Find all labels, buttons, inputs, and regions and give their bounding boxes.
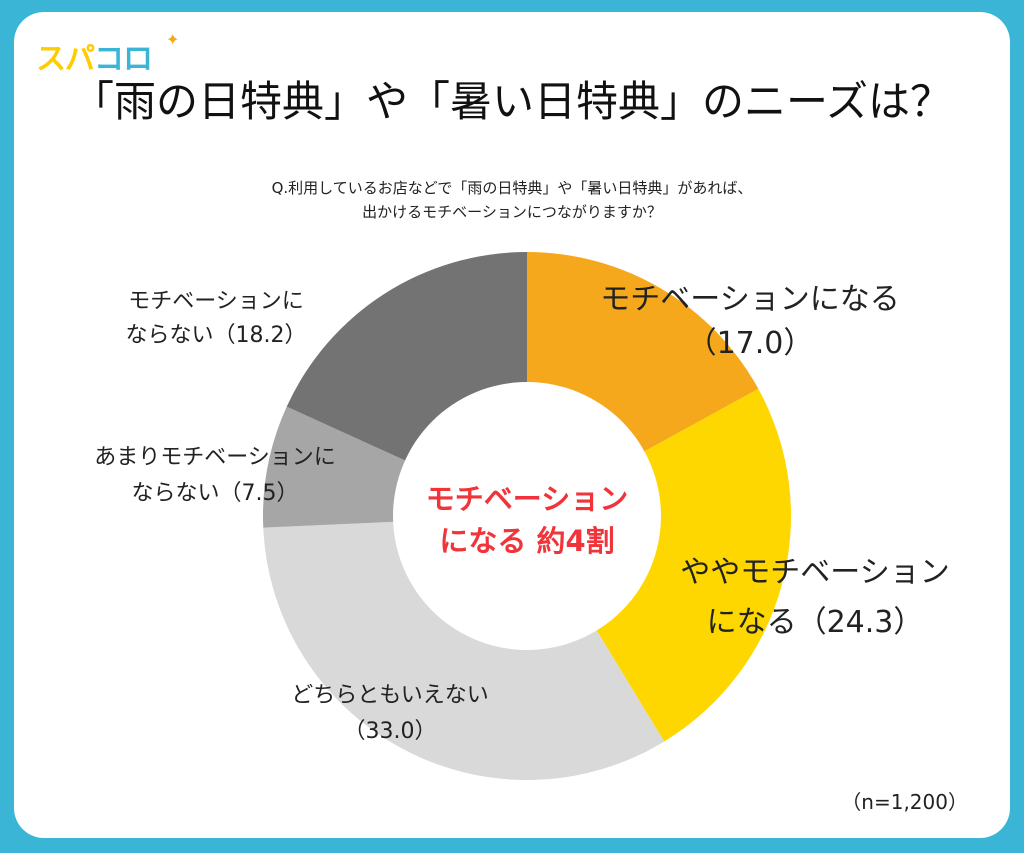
center-label: モチベーション になる 約4割	[425, 482, 629, 558]
logo-text-b: コロ	[94, 42, 153, 77]
question-text: Q.利用しているお店などで「雨の日特典」や「暑い日特典」があれば、 出かけるモチ…	[271, 179, 753, 221]
donut-hole	[393, 382, 661, 650]
page-title: 「雨の日特典」や「暑い日特典」のニーズは？	[72, 77, 952, 126]
slice-label-4: モチベーションに ならない（18.2）	[125, 289, 307, 348]
slice-1	[527, 388, 791, 742]
slice-label-2: どちらともいえない （33.0）	[291, 683, 489, 744]
logo-text-a: スパ	[36, 42, 95, 77]
sample-size: （n=1,200）	[841, 790, 968, 814]
sparkle-icon: ✦	[166, 30, 180, 49]
slice-label-1: ややモチベーション になる（24.3）	[680, 555, 950, 640]
logo: スパコロ	[36, 34, 153, 78]
slice-label-0: モチベーションになる （17.0）	[600, 282, 900, 361]
slice-label-3: あまりモチベーションに ならない（7.5）	[94, 445, 336, 506]
